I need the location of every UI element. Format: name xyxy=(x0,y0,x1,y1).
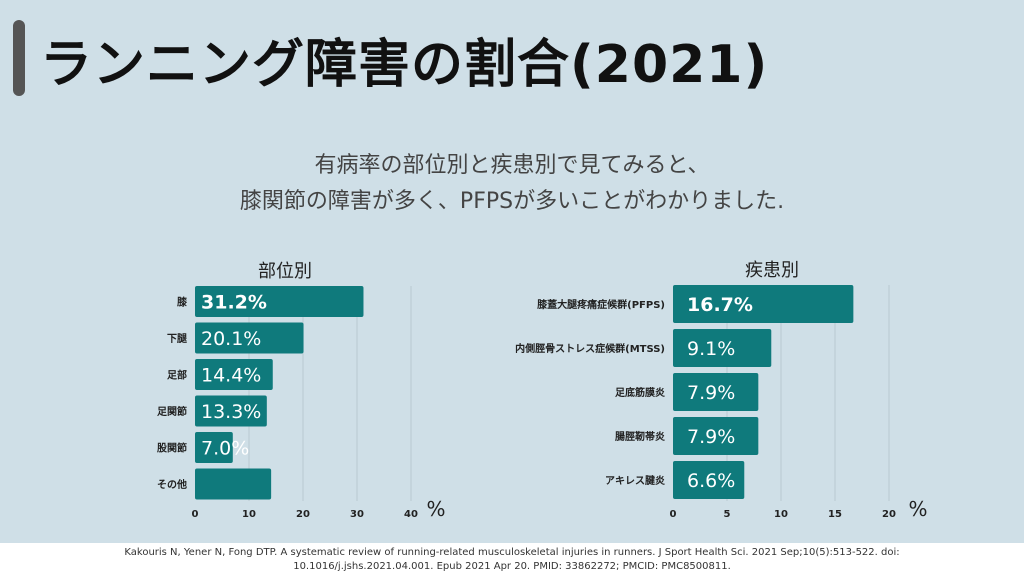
bar xyxy=(195,286,364,317)
bar xyxy=(195,432,233,463)
data-label: 31.2% xyxy=(201,292,267,314)
data-label: 9.1% xyxy=(687,338,735,360)
subtitle-line-2: 膝関節の障害が多く、PFPSが多いことがわかりました. xyxy=(239,189,785,214)
x-tick-label: 0 xyxy=(192,509,199,520)
x-tick-label: 15 xyxy=(828,509,842,520)
data-label: 13.3% xyxy=(201,401,261,423)
subtitle-line-1: 有病率の部位別と疾患別で見てみると、 xyxy=(314,153,710,178)
bar xyxy=(673,373,759,411)
citation-footer: Kakouris N, Yener N, Fong DTP. A systema… xyxy=(0,543,1024,576)
citation-line-1: Kakouris N, Yener N, Fong DTP. A systema… xyxy=(124,547,900,558)
category-label: 足関節 xyxy=(157,405,187,418)
x-tick-label: 0 xyxy=(670,509,677,520)
x-tick-label: 10 xyxy=(242,509,256,520)
category-label: 内側脛骨ストレス症候群(MTSS) xyxy=(515,342,665,355)
bar xyxy=(195,395,267,427)
data-label: 6.6% xyxy=(687,470,735,492)
title-accent-bar xyxy=(13,20,25,96)
x-tick-label: 40 xyxy=(404,509,418,520)
x-tick-label: 20 xyxy=(296,509,310,520)
category-label: 足底筋膜炎 xyxy=(615,386,665,399)
category-label: 股関節 xyxy=(157,442,187,455)
bar xyxy=(673,329,772,367)
chart-title: 疾患別 xyxy=(745,260,799,281)
bar xyxy=(673,417,759,455)
data-label: 20.1% xyxy=(201,328,261,350)
subtitle: 有病率の部位別と疾患別で見てみると、 膝関節の障害が多く、PFPSが多いことがわ… xyxy=(0,148,1024,220)
page-title: ランニング障害の割合(2021) xyxy=(40,35,769,95)
x-tick-label: 5 xyxy=(724,509,731,520)
data-label: 7.0% xyxy=(201,438,249,460)
x-tick-label: 20 xyxy=(882,509,896,520)
category-label: アキレス腱炎 xyxy=(605,474,665,487)
x-axis-unit: % xyxy=(426,497,445,521)
bar xyxy=(673,285,854,323)
category-label: 足部 xyxy=(167,369,187,382)
data-label: 7.9% xyxy=(687,382,735,404)
x-tick-label: 10 xyxy=(774,509,788,520)
category-label: その他 xyxy=(157,478,187,491)
data-label: 14.4% xyxy=(201,365,261,387)
bar xyxy=(673,461,745,499)
category-label: 下腿 xyxy=(167,333,188,345)
chart-title: 部位別 xyxy=(258,261,312,282)
category-label: 腸脛靭帯炎 xyxy=(615,430,665,443)
citation-line-2: 10.1016/j.jshs.2021.04.001. Epub 2021 Ap… xyxy=(293,561,731,572)
data-label: 16.7% xyxy=(687,294,753,316)
data-label: 7.9% xyxy=(687,426,735,448)
x-axis-unit: % xyxy=(908,497,927,521)
category-label: 膝蓋大腿疼痛症候群(PFPS) xyxy=(537,298,665,311)
bar xyxy=(195,322,304,354)
category-label: 膝 xyxy=(177,296,188,309)
bar xyxy=(195,359,273,390)
x-tick-label: 30 xyxy=(350,509,364,520)
bar xyxy=(195,468,272,500)
